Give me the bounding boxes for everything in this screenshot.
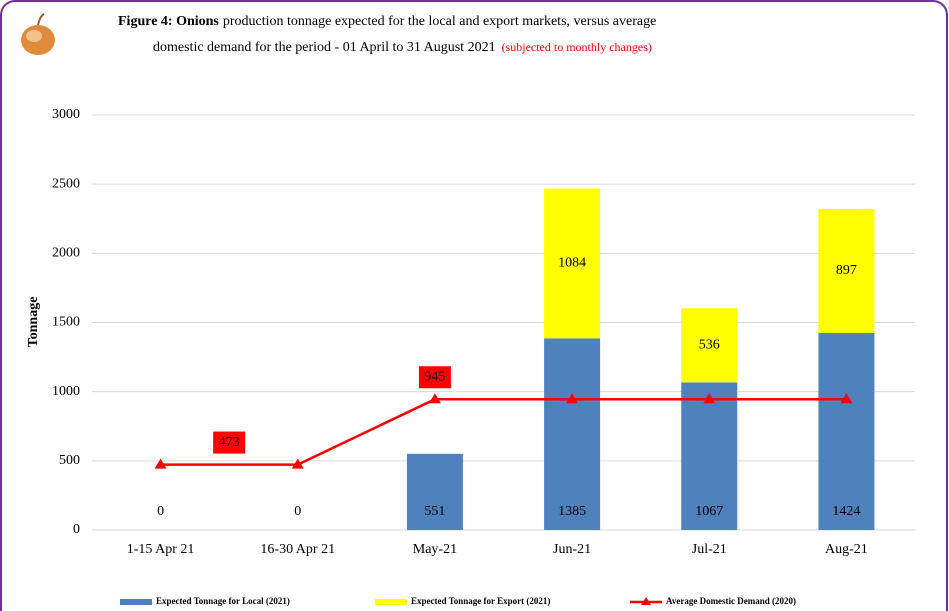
data-label: 1084 bbox=[558, 256, 586, 271]
x-tick-label: 1-15 Apr 21 bbox=[127, 542, 195, 557]
y-tick-label: 500 bbox=[59, 453, 80, 468]
title-bold: Figure 4: Onions bbox=[118, 14, 219, 29]
data-label: 1385 bbox=[558, 504, 586, 519]
y-tick-label: 0 bbox=[73, 522, 80, 537]
y-tick-label: 2000 bbox=[52, 246, 80, 261]
data-label: 536 bbox=[699, 338, 720, 353]
data-label: 551 bbox=[424, 504, 445, 519]
y-tick-label: 1500 bbox=[52, 315, 80, 330]
title-text: production tonnage expected for the loca… bbox=[223, 14, 656, 29]
bar-segment bbox=[818, 333, 874, 530]
data-label: 945 bbox=[424, 369, 445, 384]
frame bbox=[1, 1, 947, 611]
legend-label: Average Domestic Demand (2020) bbox=[666, 596, 796, 606]
data-label: 0 bbox=[294, 504, 301, 519]
legend-swatch bbox=[375, 599, 407, 605]
data-label: 897 bbox=[836, 263, 857, 278]
y-tick-label: 1000 bbox=[52, 384, 80, 399]
data-label: 0 bbox=[157, 504, 164, 519]
legend-label: Expected Tonnage for Export (2021) bbox=[411, 596, 550, 606]
x-tick-label: Jul-21 bbox=[692, 542, 727, 557]
data-label: 473 bbox=[219, 435, 240, 450]
x-tick-label: Aug-21 bbox=[825, 542, 868, 557]
data-label: 1424 bbox=[832, 504, 860, 519]
chart-title-line2: domestic demand for the period - 01 Apri… bbox=[153, 40, 652, 55]
chart-subtitle: (subjected to monthly changes) bbox=[502, 40, 652, 54]
x-tick-label: 16-30 Apr 21 bbox=[260, 542, 335, 557]
legend-label: Expected Tonnage for Local (2021) bbox=[156, 596, 290, 606]
data-label: 1067 bbox=[695, 504, 723, 519]
y-tick-label: 3000 bbox=[52, 107, 80, 122]
legend-swatch bbox=[120, 599, 152, 605]
y-axis-label: Tonnage bbox=[26, 297, 41, 348]
chart: Figure 4: Onions production tonnage expec… bbox=[0, 0, 949, 611]
y-tick-label: 2500 bbox=[52, 176, 80, 191]
chart-title: Figure 4: Onions production tonnage expec… bbox=[118, 14, 656, 29]
bar-segment bbox=[544, 338, 600, 530]
title-text-2: domestic demand for the period - 01 Apri… bbox=[153, 40, 496, 55]
x-tick-label: May-21 bbox=[413, 542, 457, 557]
x-tick-label: Jun-21 bbox=[553, 542, 591, 557]
